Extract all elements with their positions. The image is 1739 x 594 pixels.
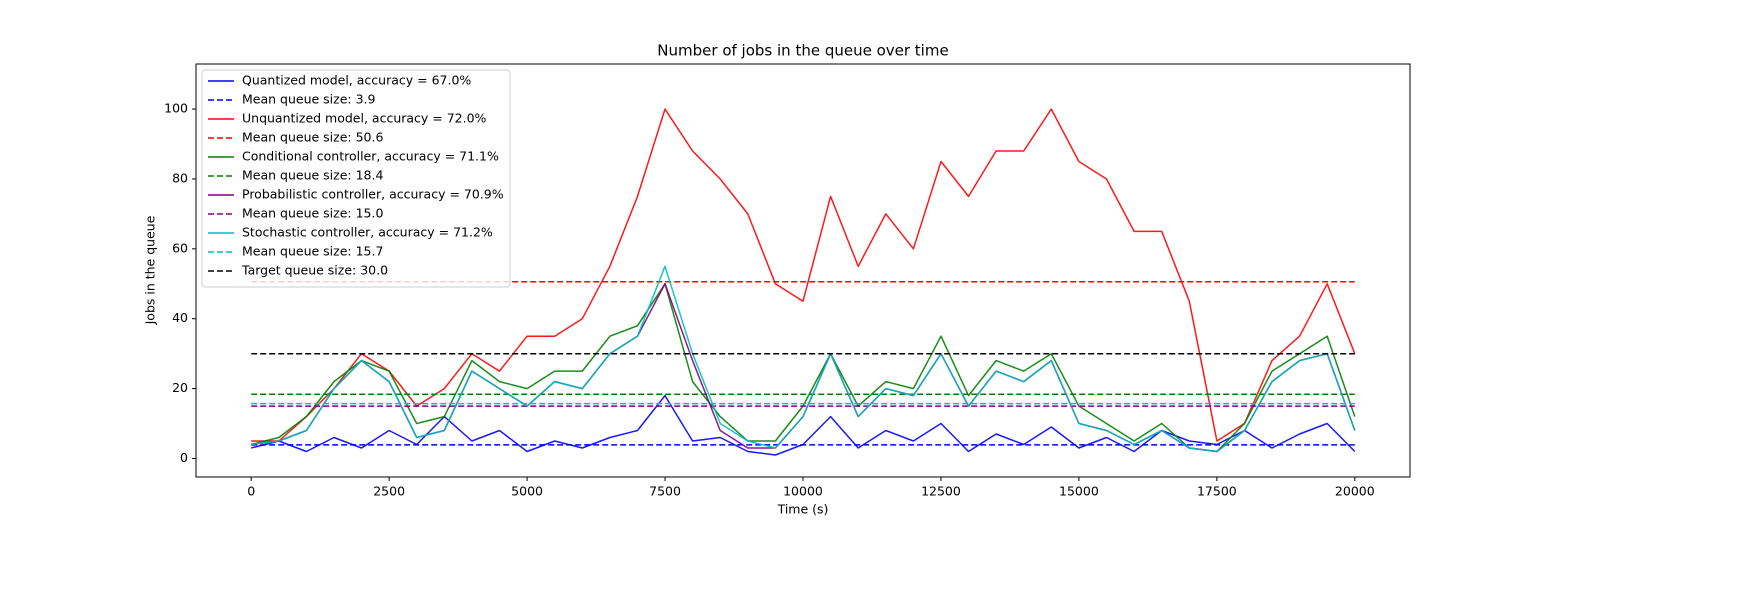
y-tick-label: 100 [164,101,188,116]
y-tick-label: 0 [180,450,188,465]
plot-frame [195,63,1411,478]
y-tick-label: 20 [172,380,188,395]
x-tick-label: 15000 [1059,484,1099,499]
legend-label: Stochastic controller, accuracy = 71.2% [242,225,493,240]
x-axis-label: Time (s) [777,502,829,517]
y-tick-label: 80 [172,170,188,185]
legend-box [201,69,511,288]
legend-label: Mean queue size: 15.7 [242,244,383,259]
y-axis-label: Jobs in the queue [143,215,158,325]
x-tick-label: 12500 [921,484,961,499]
legend-label: Mean queue size: 50.6 [242,130,383,145]
legend-label: Mean queue size: 3.9 [242,92,376,107]
x-tick-label: 17500 [1197,484,1237,499]
legend-label: Mean queue size: 18.4 [242,168,383,183]
x-tick-label: 5000 [511,484,543,499]
legend: Quantized model, accuracy = 67.0% Mean qu… [201,69,511,288]
y-tick-label: 60 [172,240,188,255]
legend-label: Probabilistic controller, accuracy = 70.… [242,187,504,202]
legend-label: Target queue size: 30.0 [241,263,388,278]
series-line [251,283,1356,453]
chart-title: Number of jobs in the queue over time [657,42,948,60]
x-tick-label: 10000 [783,484,823,499]
x-tick-label: 7500 [649,484,681,499]
series-line [251,283,1356,453]
x-tick-label: 20000 [1335,484,1375,499]
legend-label: Mean queue size: 15.0 [242,206,383,221]
legend-label: Unquantized model, accuracy = 72.0% [242,111,487,126]
legend-label: Quantized model, accuracy = 67.0% [242,73,471,88]
x-tick-label: 2500 [373,484,405,499]
series-line [251,265,1356,453]
x-tick-label: 0 [247,484,255,499]
y-tick-label: 40 [172,310,188,325]
legend-label: Conditional controller, accuracy = 71.1% [242,149,499,164]
